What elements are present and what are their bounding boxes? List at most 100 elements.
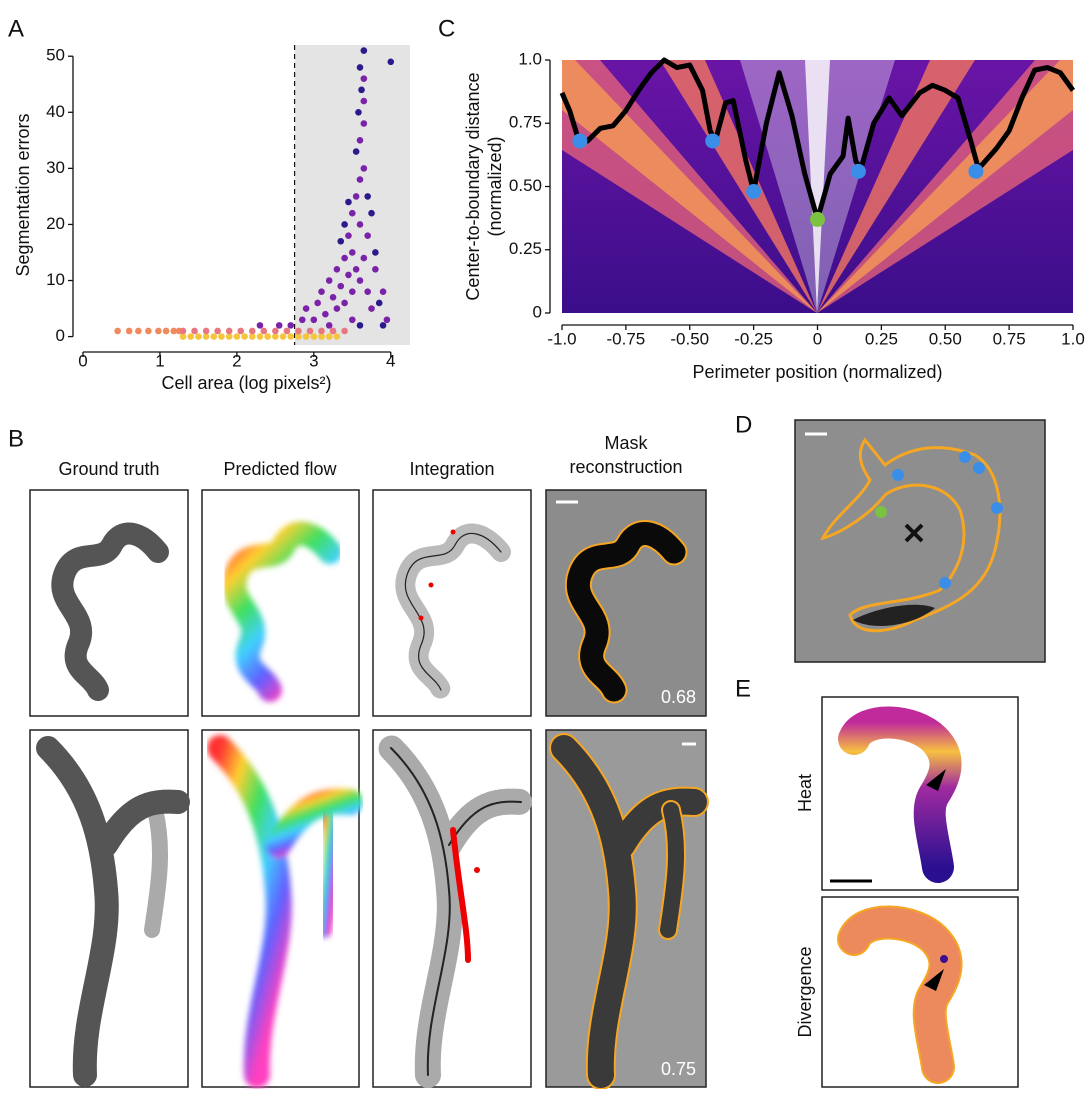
point <box>234 333 241 340</box>
column-title: Ground truth <box>58 459 159 479</box>
x-tick-label: 2 <box>232 351 241 370</box>
point <box>330 294 337 301</box>
point <box>349 316 356 323</box>
point <box>249 328 256 335</box>
y-axis-label: Center-to-boundary distance <box>463 72 483 300</box>
y-tick-label: 40 <box>46 102 65 121</box>
point <box>349 288 356 295</box>
point <box>276 322 283 329</box>
x-axis-label: Cell area (log pixels²) <box>161 373 331 393</box>
ground-truth-2 <box>30 730 188 1087</box>
panel-label: D <box>735 411 752 438</box>
column-title: Integration <box>409 459 494 479</box>
point <box>345 199 352 206</box>
panel-label: E <box>735 675 751 702</box>
point <box>357 277 364 284</box>
point <box>214 328 221 335</box>
point <box>341 300 348 307</box>
point <box>318 328 325 335</box>
point <box>357 137 364 144</box>
y-tick-label: 20 <box>46 214 65 233</box>
x-tick-label: 0 <box>813 329 822 348</box>
row-label: Heat <box>795 774 815 812</box>
flow-2 <box>202 730 359 1087</box>
point <box>353 148 360 155</box>
point <box>364 232 371 239</box>
x-tick-label: 3 <box>309 351 318 370</box>
point <box>357 176 364 183</box>
heatmap <box>562 60 1073 313</box>
y-tick-label: 1.0 <box>518 49 542 68</box>
x-tick-label: 0.50 <box>929 329 962 348</box>
point <box>368 210 375 217</box>
flow-1 <box>202 490 359 716</box>
point <box>361 98 368 105</box>
panel-label: A <box>8 15 24 42</box>
point <box>299 316 306 323</box>
marker <box>746 184 761 199</box>
figure: A B C D E Ground truth Predicted flow In… <box>0 0 1087 1089</box>
row-label: Divergence <box>795 946 815 1037</box>
point <box>284 328 291 335</box>
integration-1 <box>373 490 531 716</box>
y-tick-label: 0.75 <box>509 113 542 132</box>
marker <box>851 164 866 179</box>
point <box>361 165 368 172</box>
point <box>272 328 279 335</box>
point <box>334 305 341 312</box>
point <box>241 333 248 340</box>
point <box>341 255 348 262</box>
point <box>334 333 341 340</box>
x-tick-label: 0 <box>78 351 87 370</box>
point <box>318 288 325 295</box>
point <box>341 221 348 228</box>
point <box>326 277 333 284</box>
x-tick-label: 4 <box>386 351 395 370</box>
heat-image <box>822 697 1018 890</box>
point <box>126 328 133 335</box>
point <box>303 333 310 340</box>
x-tick-label: 0.75 <box>993 329 1026 348</box>
y-tick-label: 10 <box>46 270 65 289</box>
point <box>311 316 318 323</box>
point <box>341 328 348 335</box>
point <box>261 328 268 335</box>
point <box>380 322 387 329</box>
y-tick-label: 0 <box>56 326 65 345</box>
point <box>226 328 233 335</box>
point <box>218 333 225 340</box>
point <box>355 109 362 116</box>
score: 0.75 <box>661 1059 696 1079</box>
x-tick-label: -0.75 <box>607 329 646 348</box>
y-tick-label: 0.50 <box>509 176 542 195</box>
point <box>287 333 294 340</box>
point <box>163 328 170 335</box>
point <box>322 311 329 318</box>
point <box>135 328 142 335</box>
point <box>372 266 379 273</box>
point <box>368 305 375 312</box>
point <box>372 249 379 256</box>
point <box>187 333 194 340</box>
point <box>349 210 356 217</box>
y-axis-label: (normalized) <box>485 136 505 236</box>
marker <box>810 212 825 227</box>
y-tick-label: 50 <box>46 46 65 65</box>
point <box>257 322 264 329</box>
column-title: Predicted flow <box>223 459 337 479</box>
mask-1: 0.68 <box>546 490 706 716</box>
score: 0.68 <box>661 687 696 707</box>
point <box>380 288 387 295</box>
column-title: Mask <box>604 433 648 453</box>
point <box>361 75 368 82</box>
point <box>361 255 368 262</box>
point <box>384 316 391 323</box>
divergence-image <box>822 897 1018 1087</box>
point <box>353 266 360 273</box>
point <box>237 328 244 335</box>
point <box>387 59 394 66</box>
column-title: reconstruction <box>569 457 682 477</box>
point <box>330 328 337 335</box>
ground-truth-1 <box>30 490 188 716</box>
x-axis-label: Perimeter position (normalized) <box>692 362 942 382</box>
